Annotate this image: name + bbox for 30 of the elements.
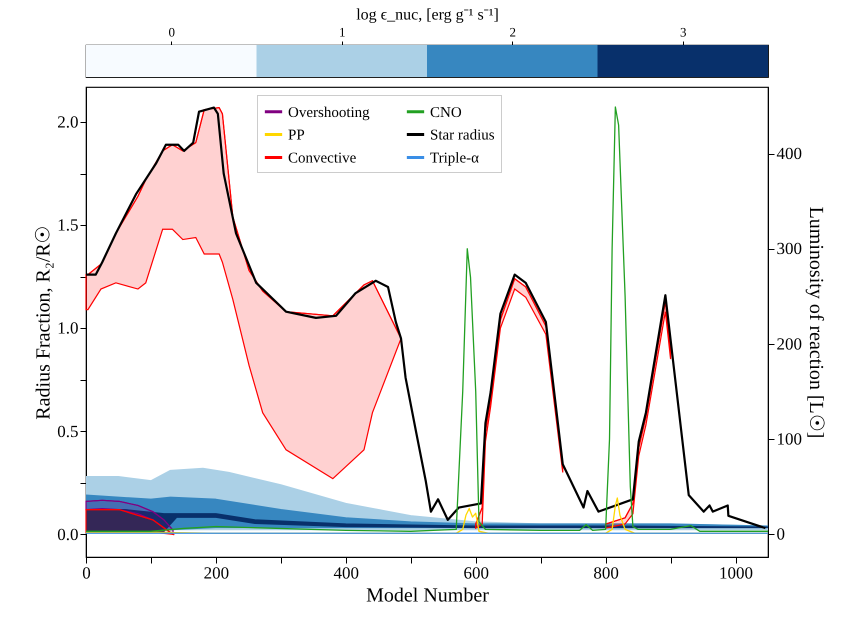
legend-label: Convective (288, 150, 357, 166)
y-axis-title: Radius Fraction, R₂/R☉ (32, 225, 54, 420)
legend-label: Star radius (430, 128, 495, 144)
x-tick-label: 800 (593, 564, 619, 582)
y2-tick-label: 200 (776, 334, 802, 354)
x-tick-label: 400 (334, 564, 360, 582)
color-bar-label: 3 (680, 24, 686, 40)
y-tick-label: 0.5 (57, 422, 78, 441)
color-bar-label: 1 (339, 24, 346, 40)
x-tick-label: 1000 (719, 564, 754, 582)
color-bar-label: 0 (168, 24, 175, 40)
y2-axis-title: Luminosity of reaction [L☉] (805, 206, 827, 438)
y-tick-label: 1.0 (57, 318, 78, 338)
x-tick-label: 0 (82, 564, 91, 582)
x-tick-label: 200 (204, 564, 230, 582)
y-tick-label: 2.0 (57, 112, 78, 132)
legend-label: Triple-α (430, 150, 480, 166)
y-tick-label: 1.5 (57, 216, 78, 235)
x-axis-title: Model Number (366, 584, 490, 606)
color-bar-title: log ϵ_nuc, [erg g⁻¹ s⁻¹] (356, 6, 499, 24)
legend-label: Overshooting (288, 104, 370, 121)
legend-label: PP (288, 128, 305, 144)
y2-tick-label: 0 (776, 524, 785, 544)
color-bar-label: 2 (510, 24, 516, 40)
y-tick-label: 0.0 (57, 524, 78, 544)
legend-label: CNO (430, 104, 462, 121)
x-tick-label: 600 (463, 564, 489, 582)
y2-tick-label: 400 (776, 144, 802, 164)
y2-tick-label: 300 (776, 239, 802, 258)
y2-tick-label: 100 (776, 430, 802, 449)
